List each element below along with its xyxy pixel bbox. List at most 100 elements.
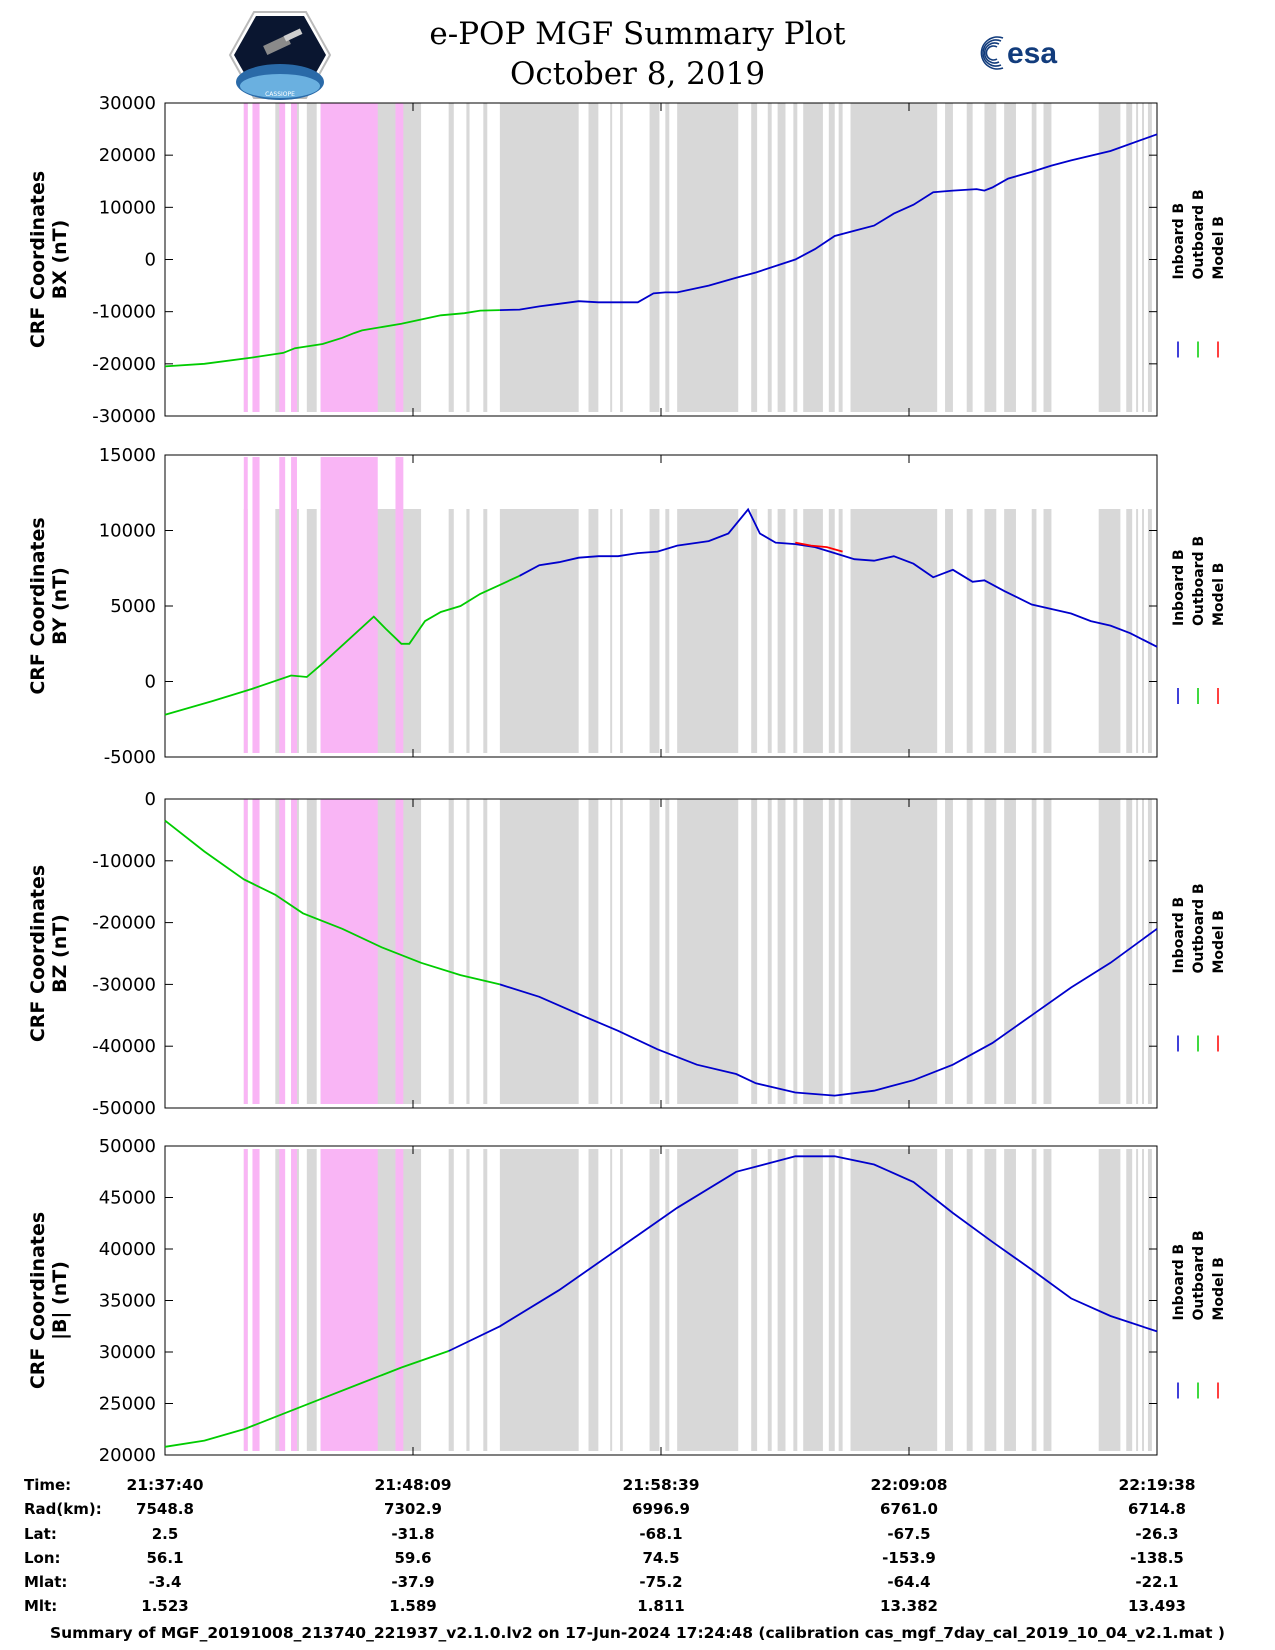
gray-span-34 (1126, 509, 1133, 753)
ylabel: CRF CoordinatesBY (nT) (27, 517, 71, 694)
series-model (795, 541, 843, 553)
gray-span-11 (483, 103, 488, 412)
gray-span-12 (499, 103, 579, 412)
gray-span-18 (677, 509, 739, 753)
gray-span-9 (448, 799, 454, 1104)
pink-span-4 (320, 457, 378, 753)
gray-span-4 (306, 103, 317, 412)
cassiope-logo: CASSIOPE (228, 11, 332, 100)
title-line1: e-POP MGF Summary Plot (429, 16, 846, 52)
info-cell: -67.5 (887, 1525, 931, 1543)
ytick-label: -5000 (104, 747, 156, 768)
gray-span-10 (466, 799, 470, 1104)
gray-span-27 (945, 103, 953, 412)
gray-span-11 (483, 799, 488, 1104)
gray-span-17 (665, 103, 670, 412)
legend-label-inboard: Inboard B (1171, 549, 1187, 626)
gray-span-25 (838, 799, 843, 1104)
gray-span-24 (828, 103, 835, 412)
gray-span-4 (306, 1149, 317, 1451)
ylabel-line: BX (nT) (49, 220, 71, 300)
gray-span-18 (677, 1149, 739, 1451)
panel-3: -50000 -40000 -30000 -20000 -10000 0 CRF Coord… (27, 789, 1227, 1119)
title-line2: October 8, 2019 (509, 56, 766, 92)
gray-span-10 (466, 103, 470, 412)
gray-span-18 (677, 799, 739, 1104)
gray-span-33 (1098, 103, 1121, 412)
time-tick-label: 21:37:40 (126, 1476, 204, 1494)
series-outboard (164, 309, 500, 368)
ylabel-line: |B| (nT) (49, 1261, 71, 1340)
time-tick-label: 21:48:09 (374, 1476, 452, 1494)
gray-span-26 (850, 509, 938, 753)
pink-span-4 (320, 103, 378, 412)
gray-span-22 (793, 103, 798, 412)
gray-span-25 (838, 1149, 843, 1451)
gray-span-9 (448, 509, 454, 753)
gray-span-24 (828, 1149, 835, 1451)
gray-span-32 (1043, 103, 1052, 412)
gray-span-23 (803, 799, 823, 1104)
gray-span-29 (984, 103, 997, 412)
legend-label-model: Model B (1211, 216, 1227, 279)
gray-span-16 (649, 103, 660, 412)
gray-span-15 (620, 799, 623, 1104)
gray-span-21 (777, 103, 786, 412)
pink-span-0 (243, 457, 248, 753)
series-outboard (164, 574, 520, 716)
gray-span-17 (665, 509, 670, 753)
gray-span-16 (649, 799, 660, 1104)
ytick-label: -30000 (92, 974, 156, 995)
panel-4: 20000 25000 30000 35000 40000 45000 50000 CRF C… (27, 1136, 1227, 1466)
gray-span-24 (828, 509, 835, 753)
info-cell: 7548.8 (136, 1500, 194, 1518)
gray-span-18 (677, 103, 739, 412)
pink-span-1 (252, 1149, 260, 1451)
gray-span-26 (850, 1149, 938, 1451)
ytick-label: 0 (145, 789, 156, 810)
gray-span-2 (275, 509, 282, 753)
gray-span-10 (466, 1149, 470, 1451)
time-tick-label: 22:19:38 (1118, 1476, 1196, 1494)
gray-span-31 (1031, 509, 1037, 753)
esa-logo: esa (980, 36, 1057, 70)
gray-span-4 (306, 509, 317, 753)
gray-span-21 (777, 799, 786, 1104)
gray-span-28 (966, 1149, 973, 1451)
ytick-label: 30000 (99, 93, 156, 114)
ytick-label: -20000 (92, 913, 156, 934)
gray-span-32 (1043, 1149, 1052, 1451)
gray-span-4 (306, 799, 317, 1104)
ylabel-line: CRF Coordinates (27, 517, 49, 694)
pink-span-2 (279, 799, 286, 1104)
gray-span-8 (401, 103, 422, 412)
info-cell: -37.9 (391, 1573, 435, 1591)
ytick-label: 20000 (99, 145, 156, 166)
footer-caption: Summary of MGF_20191008_213740_221937_v2… (49, 1624, 1226, 1642)
gray-span-10 (466, 509, 470, 753)
info-cell: -26.3 (1135, 1525, 1179, 1543)
gray-span-14 (610, 509, 613, 753)
ytick-label: 0 (145, 250, 156, 271)
pink-span-3 (291, 799, 297, 1104)
pink-span-3 (291, 1149, 297, 1451)
info-cell: -3.4 (148, 1573, 182, 1591)
pink-span-5 (395, 103, 404, 412)
ytick-label: -10000 (92, 851, 156, 872)
esa-logo-text: esa (1007, 37, 1057, 70)
ylabel-line: BY (nT) (49, 567, 71, 645)
info-cell: 6996.9 (632, 1500, 690, 1518)
gray-span-2 (275, 103, 282, 412)
gray-span-30 (1004, 509, 1016, 753)
gray-span-23 (803, 103, 823, 412)
series-outboard (164, 819, 501, 986)
ytick-label: 20000 (99, 1445, 156, 1466)
gray-span-22 (793, 1149, 798, 1451)
gray-span-35 (1136, 799, 1139, 1104)
pink-span-5 (395, 1149, 404, 1451)
gray-span-14 (610, 799, 613, 1104)
pink-span-5 (395, 799, 404, 1104)
gray-span-37 (1147, 799, 1152, 1104)
ylabel-line: BZ (nT) (49, 914, 71, 993)
